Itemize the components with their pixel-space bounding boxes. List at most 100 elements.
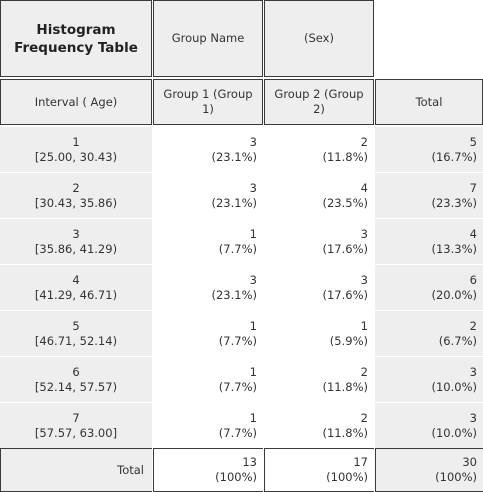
group2-value: 2 [360,364,368,379]
sex-header: (Sex) [264,0,374,77]
group2-detail: (17.6%) [322,287,368,302]
total-group1-count: 13 [242,455,257,469]
group2-value: 3 [360,272,368,287]
group1-value: 3 [249,272,257,287]
interval-cell: 1 [25.00, 30.43) [0,127,152,172]
interval-cell: 7 [57.57, 63.00] [0,403,152,448]
interval-value: 4 [72,272,80,287]
total-cell: 7 (23.3%) [375,173,483,218]
row-separator [0,264,483,265]
interval-detail: [41.29, 46.71) [34,287,118,302]
group1-cell: 3 (23.1%) [153,127,263,172]
table-title-line1: Histogram [36,21,116,38]
column-gutter [374,127,375,449]
group2-cell: 2 (11.8%) [264,127,374,172]
group2-value: 2 [360,410,368,425]
group1-detail: (23.1%) [211,149,257,164]
total-detail: (23.3%) [431,195,477,210]
group1-cell: 3 (23.1%) [153,265,263,310]
group2-value: 4 [360,180,368,195]
row-separator [0,310,483,311]
column-gutter [263,127,264,449]
group1-value: 1 [249,364,257,379]
row-separator [0,218,483,219]
group2-column-header: Group 2 (Group 2) [264,79,374,125]
interval-value: 7 [72,410,80,425]
table-title: Histogram Frequency Table [0,0,152,77]
group1-detail: (7.7%) [218,379,257,394]
group1-value: 3 [249,180,257,195]
group1-value: 1 [249,410,257,425]
total-value: 6 [469,272,477,287]
group2-cell: 1 (5.9%) [264,311,374,356]
total-value: 5 [469,134,477,149]
total-cell: 4 (13.3%) [375,219,483,264]
group2-detail: (11.8%) [322,149,368,164]
total-detail: (10.0%) [431,379,477,394]
group1-detail: (7.7%) [218,241,257,256]
total-detail: (13.3%) [431,241,477,256]
total-cell: 5 (16.7%) [375,127,483,172]
group1-detail: (23.1%) [211,287,257,302]
total-cell: 2 (6.7%) [375,311,483,356]
interval-cell: 2 [30.43, 35.86) [0,173,152,218]
total-cell: 3 (10.0%) [375,357,483,402]
group-name-header: Group Name [153,0,263,77]
interval-detail: [57.57, 63.00] [34,425,118,440]
group1-cell: 1 (7.7%) [153,357,263,402]
group1-value: 1 [249,318,257,333]
row-separator [0,356,483,357]
total-overall-pct: (100%) [435,470,477,484]
total-value: 3 [469,410,477,425]
group2-cell: 4 (23.5%) [264,173,374,218]
total-value: 2 [469,318,477,333]
total-detail: (16.7%) [431,149,477,164]
group2-cell: 3 (17.6%) [264,265,374,310]
group1-value: 1 [249,226,257,241]
interval-detail: [25.00, 30.43) [34,149,118,164]
total-detail: (10.0%) [431,425,477,440]
group1-detail: (7.7%) [218,425,257,440]
total-cell: 6 (20.0%) [375,265,483,310]
group2-detail: (5.9%) [329,333,368,348]
group1-cell: 1 (7.7%) [153,403,263,448]
total-group1-pct: (100%) [215,470,257,484]
interval-cell: 6 [52.14, 57.57) [0,357,152,402]
interval-cell: 5 [46.71, 52.14) [0,311,152,356]
total-group2-pct: (100%) [326,470,368,484]
group1-value: 3 [249,134,257,149]
interval-cell: 4 [41.29, 46.71) [0,265,152,310]
total-column-header: Total [375,79,483,125]
total-overall-count: 30 [462,455,477,469]
group1-cell: 1 (7.7%) [153,219,263,264]
row-separator [0,172,483,173]
group1-cell: 3 (23.1%) [153,173,263,218]
column-gutter [152,127,153,449]
group1-detail: (7.7%) [218,333,257,348]
interval-value: 3 [72,226,80,241]
group2-value: 2 [360,134,368,149]
total-row-label-text: Total [117,462,144,477]
total-detail: (20.0%) [431,287,477,302]
group2-detail: (11.8%) [322,379,368,394]
row-separator [0,402,483,403]
total-group2: 17 (100%) [264,448,374,492]
group1-cell: 1 (7.7%) [153,311,263,356]
interval-value: 1 [72,134,80,149]
total-group1: 13 (100%) [153,448,263,492]
table-title-line2: Frequency Table [14,39,138,56]
group2-cell: 2 (11.8%) [264,357,374,402]
interval-detail: [30.43, 35.86) [34,195,118,210]
total-row-label: Total [0,448,152,492]
group2-value: 3 [360,226,368,241]
total-detail: (6.7%) [438,333,477,348]
total-value: 3 [469,364,477,379]
interval-detail: [52.14, 57.57) [34,379,118,394]
group2-value: 1 [360,318,368,333]
interval-column-header: Interval ( Age) [0,79,152,125]
total-cell: 3 (10.0%) [375,403,483,448]
total-overall: 30 (100%) [375,448,483,492]
interval-value: 6 [72,364,80,379]
group2-detail: (23.5%) [322,195,368,210]
total-group2-count: 17 [353,455,368,469]
